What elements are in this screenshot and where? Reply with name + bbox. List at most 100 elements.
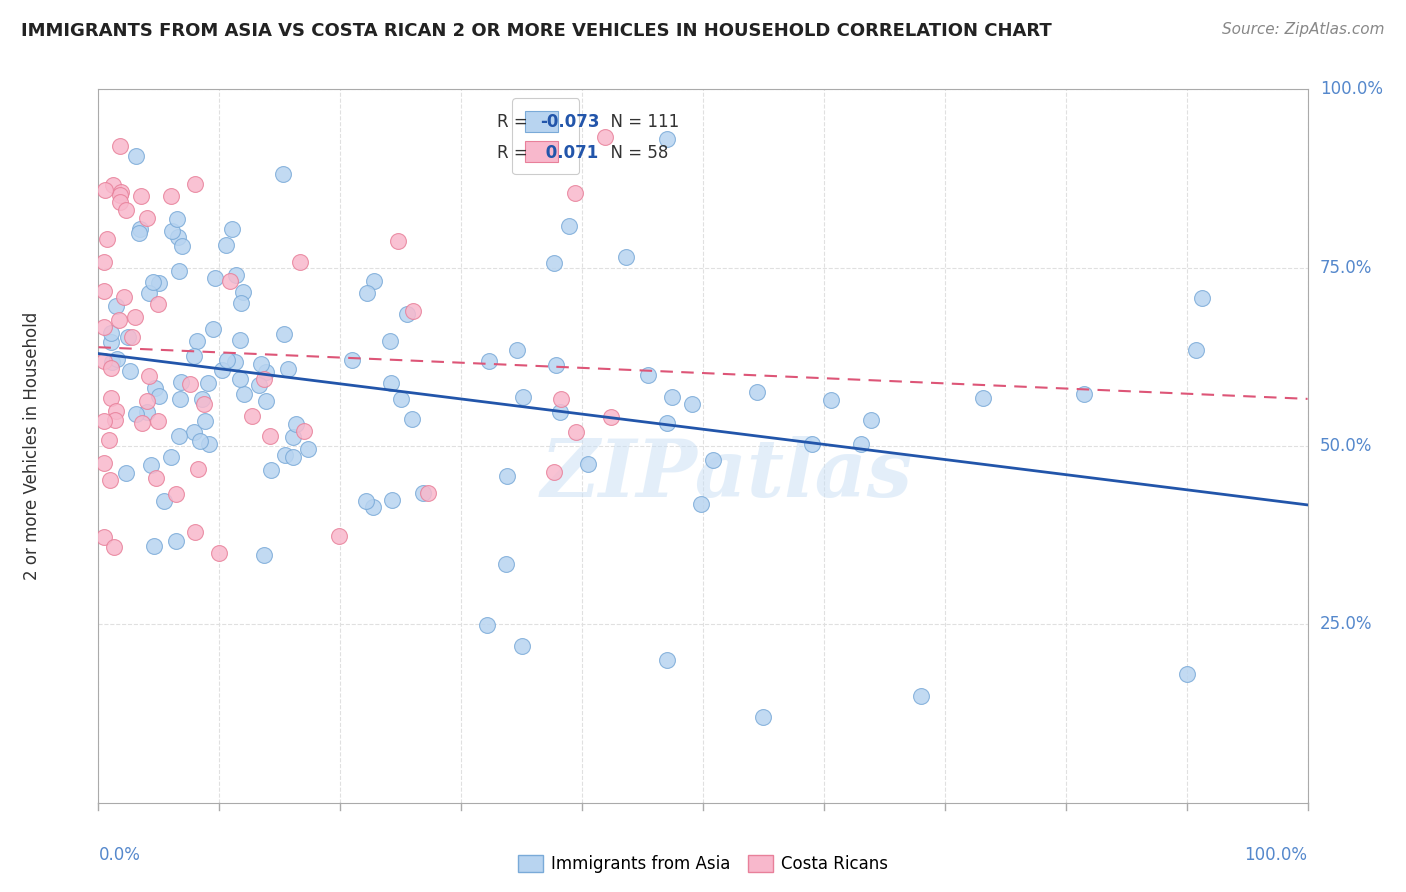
Point [96, 232, 118, 246]
Point [702, 453, 724, 467]
Point [93, 254, 115, 268]
Point [229, 296, 252, 310]
Point [593, 130, 616, 145]
Point [229, 372, 252, 386]
Point [165, 487, 187, 501]
Point [93, 530, 115, 544]
Point [100, 326, 122, 340]
Point [186, 334, 208, 348]
Point [910, 689, 932, 703]
Point [250, 357, 273, 371]
Point [495, 468, 517, 483]
Point [211, 363, 233, 377]
Point [860, 413, 883, 427]
Point [204, 271, 226, 285]
Text: 2 or more Vehicles in Household: 2 or more Vehicles in Household [22, 312, 41, 580]
Point [550, 392, 572, 407]
Point [506, 343, 529, 357]
Point [105, 299, 128, 313]
Point [271, 167, 294, 181]
Point [184, 524, 207, 539]
Point [389, 392, 412, 406]
Point [179, 377, 201, 392]
Point [139, 458, 162, 472]
Point [402, 304, 425, 318]
Point [217, 353, 239, 368]
Point [165, 533, 187, 548]
Point [412, 486, 434, 500]
Point [148, 414, 170, 428]
Point [166, 212, 188, 227]
Text: R =: R = [498, 113, 533, 131]
Point [221, 221, 243, 235]
Point [232, 285, 254, 299]
Point [543, 256, 565, 270]
Point [208, 546, 231, 560]
Point [564, 186, 586, 201]
Point [128, 227, 150, 241]
Point [381, 493, 404, 508]
Text: 75.0%: 75.0% [1320, 259, 1372, 277]
Point [93, 414, 115, 428]
Point [544, 359, 567, 373]
Point [143, 381, 166, 395]
Point [215, 238, 238, 252]
Point [93, 354, 115, 368]
Point [172, 239, 194, 253]
Point [681, 397, 703, 411]
Point [800, 436, 823, 450]
Point [253, 372, 276, 386]
Point [148, 276, 170, 290]
Point [159, 450, 181, 464]
Point [259, 429, 281, 443]
Point [297, 442, 319, 456]
Point [142, 539, 165, 553]
Point [104, 403, 127, 417]
Point [356, 285, 378, 300]
Point [820, 393, 842, 408]
Point [495, 557, 517, 571]
Text: 0.0%: 0.0% [98, 846, 141, 863]
Point [543, 465, 565, 479]
Point [93, 284, 115, 298]
Point [1191, 291, 1213, 305]
Point [100, 391, 122, 405]
Point [97, 434, 120, 448]
Text: 100.0%: 100.0% [1244, 846, 1308, 863]
Point [167, 230, 190, 244]
Point [240, 409, 263, 424]
Point [184, 177, 207, 191]
Point [93, 456, 115, 470]
Point [148, 389, 170, 403]
Point [655, 132, 678, 146]
Point [342, 353, 364, 368]
Text: N = 111: N = 111 [600, 113, 679, 131]
Point [101, 355, 124, 369]
Point [98, 473, 121, 487]
Point [478, 354, 501, 368]
Point [356, 494, 378, 508]
Point [655, 416, 678, 430]
Text: ZIPatlas: ZIPatlas [541, 436, 914, 513]
Point [183, 425, 205, 440]
Point [254, 394, 277, 409]
Point [191, 392, 214, 406]
Point [117, 330, 139, 344]
Point [100, 361, 122, 376]
Point [281, 430, 304, 444]
Point [167, 429, 190, 443]
Point [565, 425, 588, 439]
Point [197, 436, 219, 450]
Point [224, 355, 246, 369]
Point [138, 285, 160, 300]
Point [477, 618, 499, 632]
Text: Source: ZipAtlas.com: Source: ZipAtlas.com [1222, 22, 1385, 37]
Point [193, 397, 215, 411]
Point [616, 250, 638, 264]
Point [94, 183, 117, 197]
Point [188, 434, 211, 448]
Point [142, 275, 165, 289]
Point [187, 461, 209, 475]
Text: R =: R = [498, 145, 533, 162]
Point [1175, 667, 1198, 681]
